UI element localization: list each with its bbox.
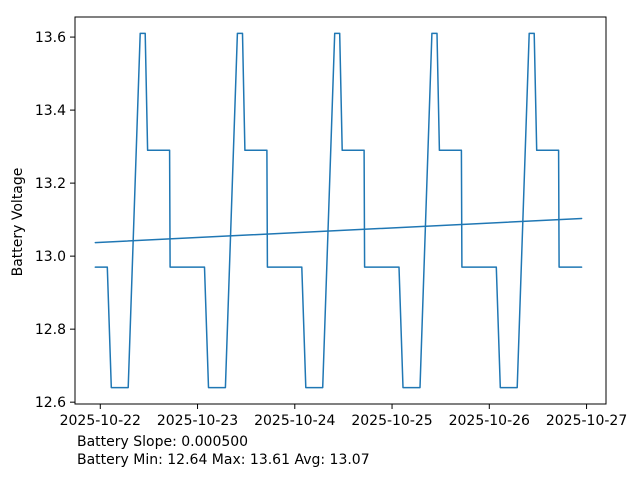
y-tick-label: 13.2 <box>35 176 66 192</box>
x-axis-ticks: 2025-10-22 2025-10-23 2025-10-24 2025-10-25… <box>60 404 627 429</box>
x-tick-label: 2025-10-26 <box>449 413 530 429</box>
x-tick-label: 2025-10-24 <box>254 413 335 429</box>
y-tick-label: 13.4 <box>35 103 66 119</box>
x-tick-label: 2025-10-27 <box>546 413 627 429</box>
x-tick-label: 2025-10-23 <box>157 413 238 429</box>
battery-trend-line <box>94 217 583 244</box>
y-tick-label: 13.6 <box>35 30 66 46</box>
footer-slope-text: Battery Slope: 0.000500 <box>77 434 248 450</box>
y-tick-label: 12.6 <box>35 395 66 411</box>
battery-voltage-line <box>94 32 583 389</box>
y-tick-label: 12.8 <box>35 322 66 338</box>
footer-stats-text: Battery Min: 12.64 Max: 13.61 Avg: 13.07 <box>77 452 370 468</box>
y-axis-ticks: 12.6 12.8 13.0 13.2 13.4 13.6 <box>35 30 75 411</box>
y-tick-label: 13.0 <box>35 249 66 265</box>
x-tick-label: 2025-10-25 <box>351 413 432 429</box>
y-axis-label: Battery Voltage <box>10 168 26 277</box>
x-tick-label: 2025-10-22 <box>60 413 141 429</box>
